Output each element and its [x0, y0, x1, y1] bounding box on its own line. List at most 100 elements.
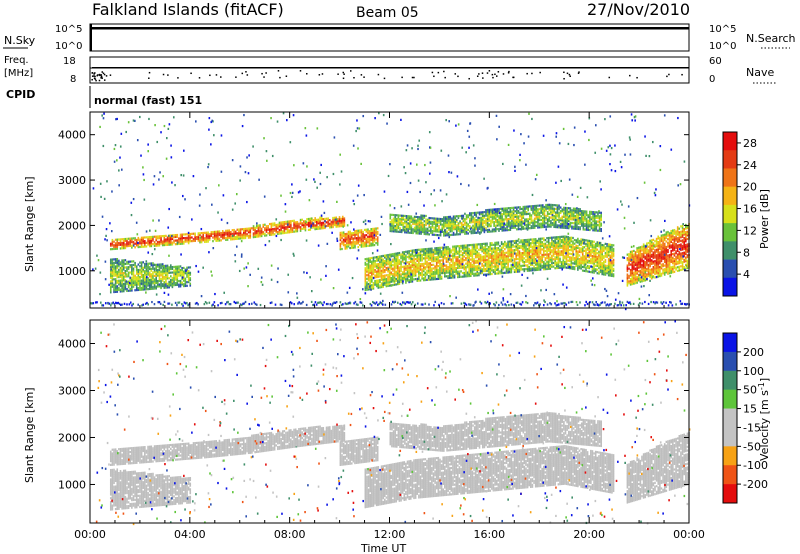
power-cell — [452, 247, 454, 250]
power-cell — [641, 263, 643, 267]
power-cell — [215, 239, 218, 242]
power-cell — [357, 233, 360, 236]
power-cell — [390, 264, 393, 267]
power-cell — [364, 281, 367, 284]
power-cell — [461, 259, 464, 262]
power-cell — [400, 280, 402, 283]
power-cell — [376, 241, 379, 244]
power-cell — [427, 267, 430, 270]
power-cell — [335, 216, 338, 219]
power-cell — [362, 236, 364, 239]
power-cell — [572, 222, 575, 225]
nave-dot — [353, 76, 355, 79]
power-cell — [406, 272, 409, 275]
power-cell — [628, 267, 630, 270]
power-cell — [473, 249, 475, 252]
power-cell — [442, 266, 445, 269]
power-cell — [464, 227, 466, 230]
power-cell — [387, 283, 389, 286]
power-cell — [583, 249, 586, 253]
power-cell — [320, 218, 323, 221]
power-cell — [369, 257, 372, 260]
power-cell — [434, 258, 436, 261]
power-cell — [458, 261, 461, 264]
freq-panel: Freq. [MHz] 18 8 60 0 Nave — [4, 55, 776, 85]
power-cell — [359, 229, 361, 232]
power-cell — [404, 214, 406, 218]
power-cell — [452, 274, 454, 277]
power-cell — [249, 232, 252, 236]
power-cell — [202, 231, 205, 235]
power-cell — [429, 251, 432, 254]
power-cell — [577, 207, 580, 211]
power-cell — [479, 259, 482, 262]
power-cell — [384, 283, 386, 286]
power-cell — [429, 256, 432, 259]
power-cell — [354, 242, 356, 245]
power-cell — [218, 232, 221, 235]
power-cell — [411, 251, 414, 254]
power-cell — [148, 239, 151, 242]
power-cell — [291, 228, 294, 232]
power-cell — [401, 254, 404, 258]
power-cell — [242, 237, 245, 240]
power-cell — [495, 248, 498, 252]
power-cell — [264, 232, 266, 235]
power-cell — [242, 229, 245, 233]
power-cell — [360, 236, 363, 239]
power-cell — [375, 281, 378, 284]
power-cell — [384, 269, 386, 272]
power-cell — [388, 279, 391, 282]
power-cell — [324, 223, 326, 226]
power-cell — [344, 238, 347, 241]
power-cell — [393, 263, 396, 266]
power-cell — [497, 265, 500, 268]
power-cell — [461, 266, 464, 269]
power-cell — [428, 229, 431, 232]
power-cell — [171, 241, 174, 244]
power-cell — [132, 240, 135, 244]
power-cell — [542, 260, 545, 264]
power-cell — [346, 240, 348, 243]
power-cell — [494, 243, 496, 246]
power-cell — [426, 257, 428, 260]
power-cell — [370, 237, 373, 240]
power-cell — [644, 255, 647, 258]
power-cell — [452, 260, 454, 263]
power-cell — [116, 247, 119, 250]
power-cell — [468, 255, 470, 258]
power-cell — [387, 263, 389, 266]
power-cell — [474, 272, 477, 275]
power-cell — [426, 247, 428, 251]
power-cell — [393, 265, 396, 268]
power-cell — [567, 207, 570, 210]
power-cell — [225, 236, 227, 240]
power-cell — [447, 275, 449, 278]
power-cell — [476, 274, 479, 277]
power-cell — [417, 215, 419, 219]
power-cell — [413, 261, 415, 265]
power-cell — [414, 270, 417, 273]
power-cell — [445, 249, 448, 253]
power-cell — [578, 258, 581, 261]
power-cell — [545, 214, 547, 218]
power-cell — [333, 220, 336, 223]
nave-dot — [577, 72, 580, 74]
power-cell — [150, 237, 153, 240]
power-cell — [528, 238, 530, 241]
nave-dot — [563, 71, 565, 74]
power-cell — [257, 231, 260, 234]
nave-dot — [383, 77, 386, 80]
power-cell — [191, 240, 193, 243]
power-cell — [312, 219, 315, 222]
power-cell — [251, 227, 253, 230]
power-cell — [476, 254, 479, 257]
power-cell — [604, 242, 607, 245]
power-cell — [278, 225, 281, 228]
power-cell — [491, 272, 493, 276]
power-cell — [519, 218, 521, 222]
power-cell — [373, 233, 376, 236]
power-cell — [421, 268, 423, 271]
power-cell — [403, 276, 406, 279]
power-cell — [448, 276, 451, 279]
